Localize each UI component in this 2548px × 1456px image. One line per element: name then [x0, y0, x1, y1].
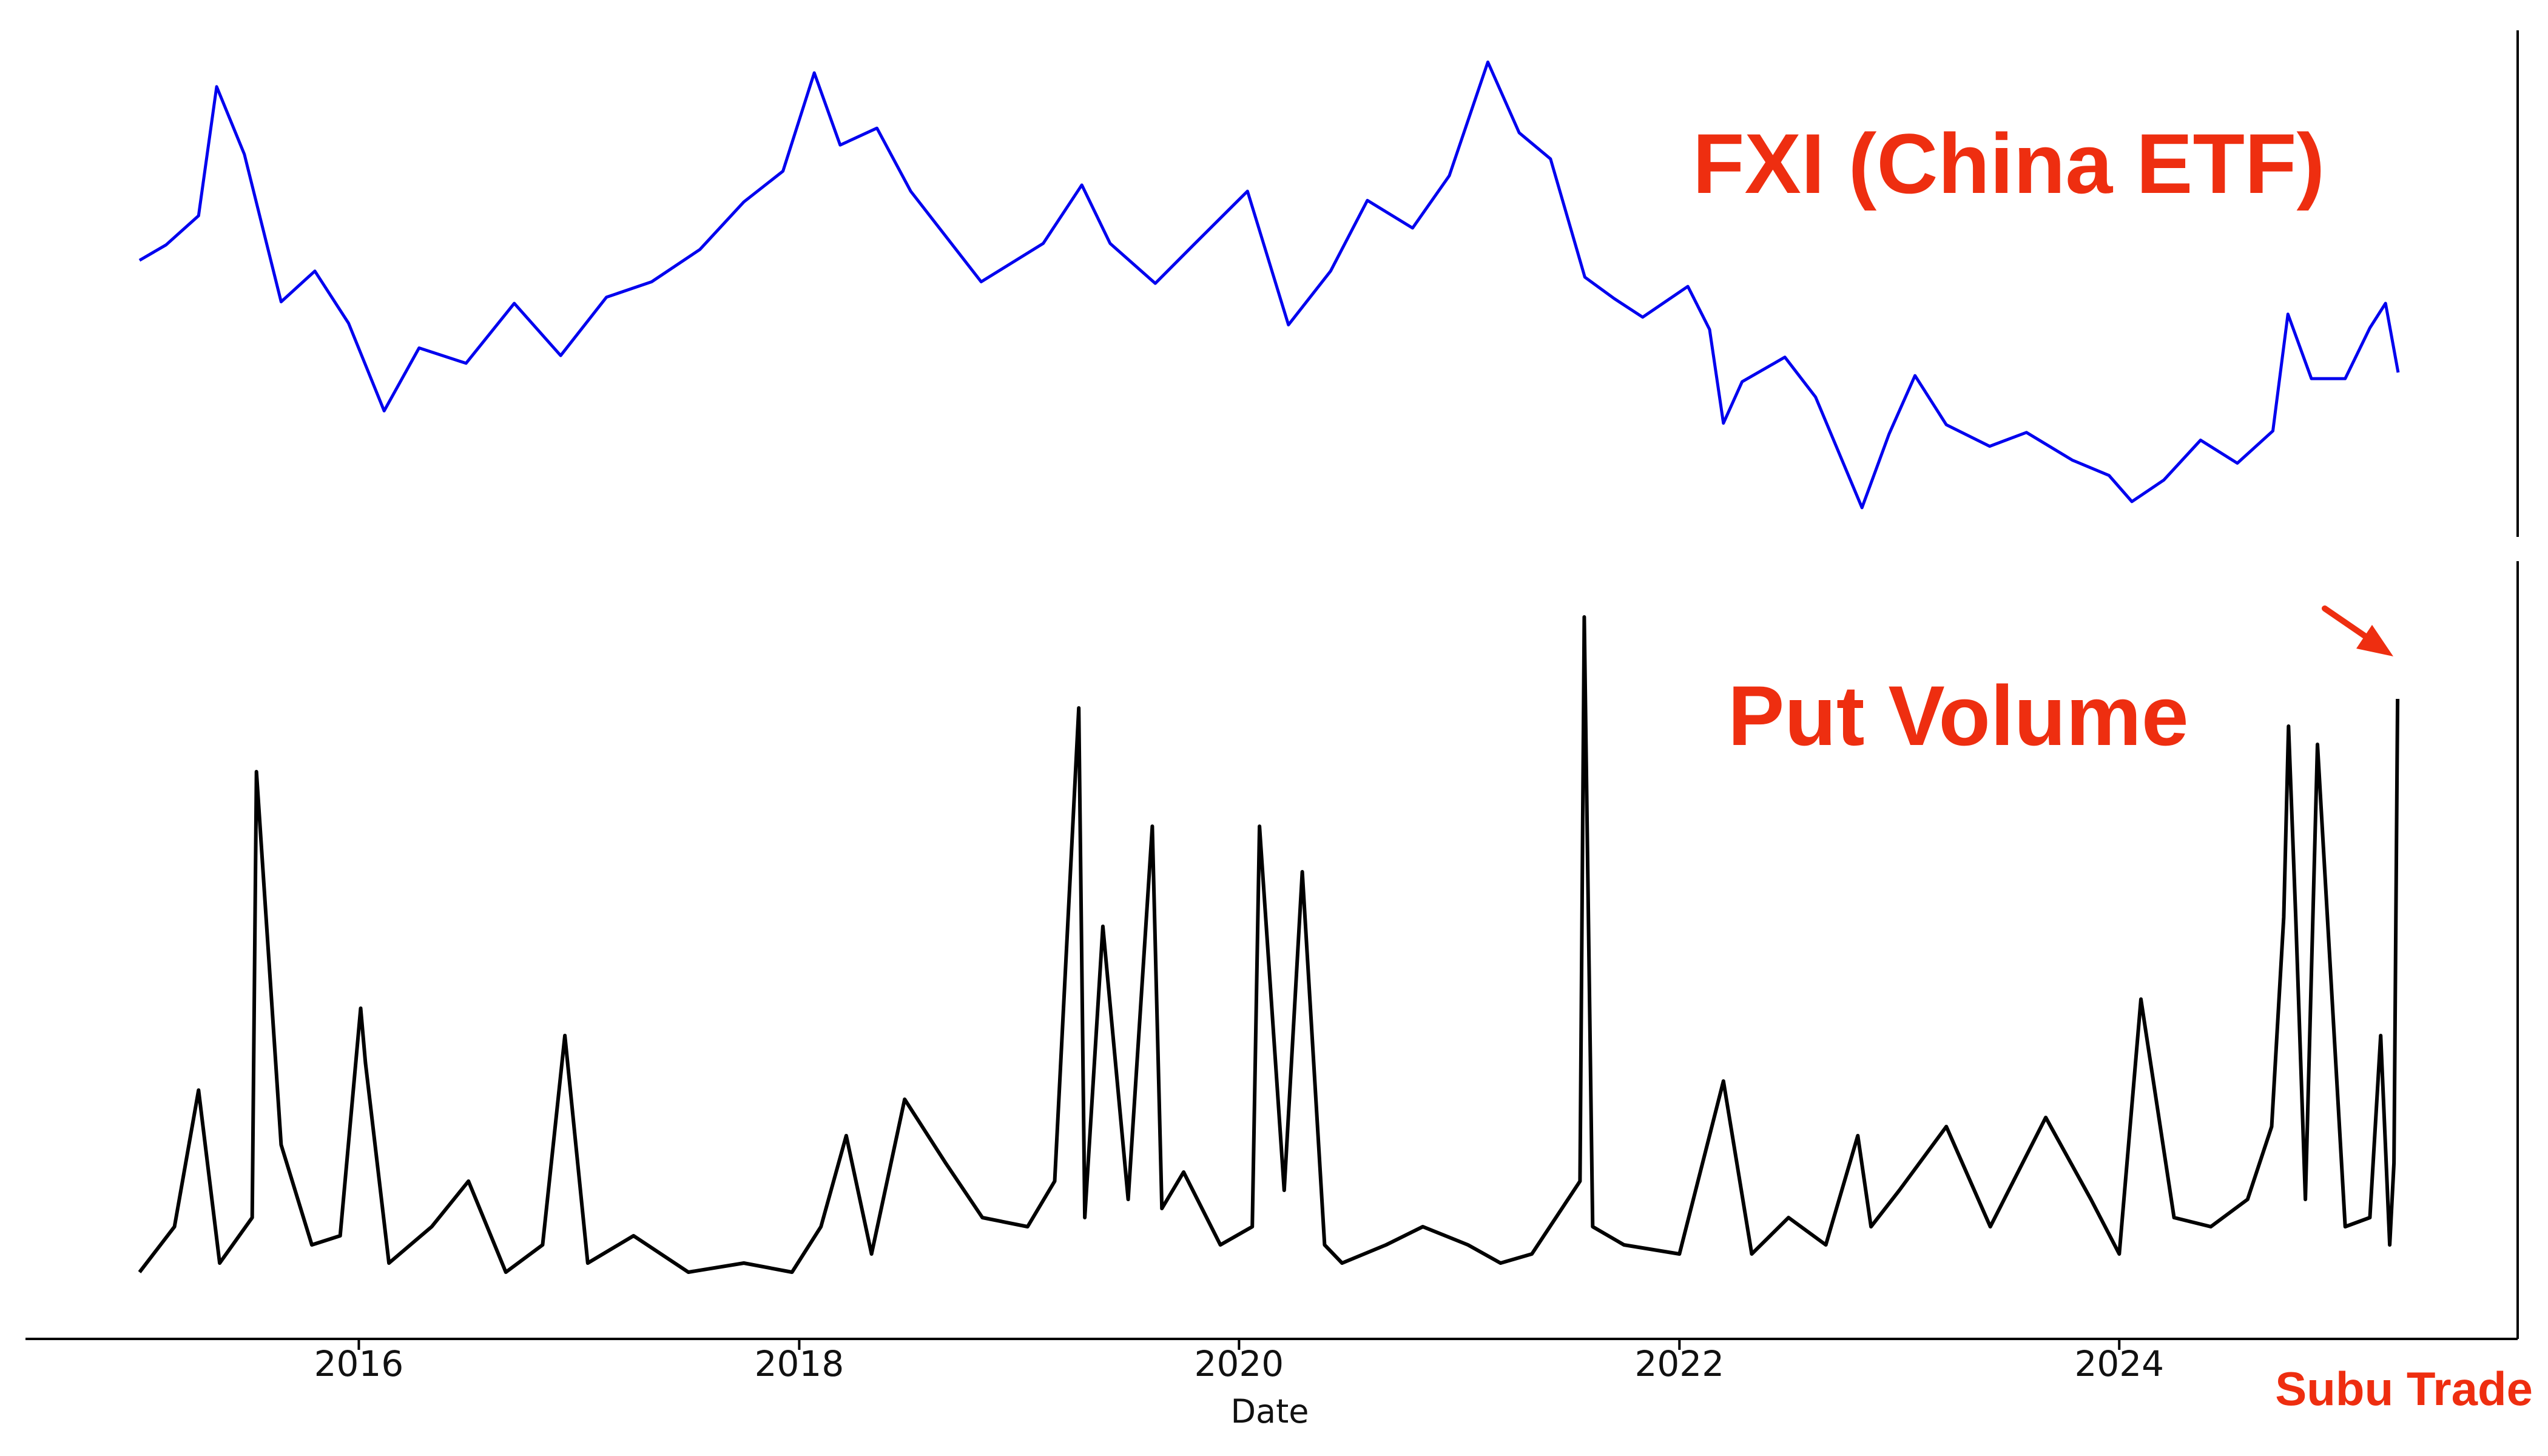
x-axis-ticks: 2016 2018 2020 2022 2024 [314, 1339, 2164, 1384]
put-volume-panel [138, 615, 2400, 1274]
x-axis-label: Date [1230, 1392, 1309, 1431]
x-tick-label: 2022 [1634, 1343, 1724, 1384]
x-tick-label: 2024 [2074, 1343, 2164, 1384]
put-volume-line [138, 615, 2400, 1274]
fxi-price-line [138, 60, 2400, 510]
put-volume-title: Put Volume [1728, 668, 2189, 763]
x-tick-label: 2020 [1195, 1343, 1284, 1384]
fxi-title: FXI (China ETF) [1693, 116, 2325, 211]
x-tick-label: 2018 [755, 1343, 844, 1384]
annotation-arrow-icon [2322, 605, 2393, 656]
x-tick-label: 2016 [314, 1343, 404, 1384]
brand-watermark: Subu Trade [2275, 1362, 2533, 1415]
fxi-price-panel [138, 60, 2400, 510]
